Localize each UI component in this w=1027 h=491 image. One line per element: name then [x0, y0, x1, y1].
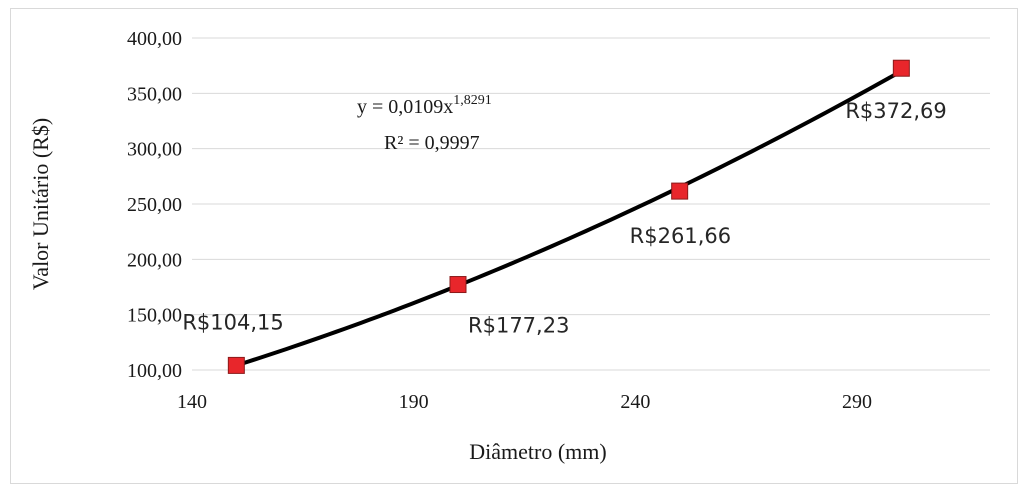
- r-squared: R² = 0,9997: [384, 132, 480, 154]
- y-axis-title: Valor Unitário (R$): [28, 118, 53, 290]
- x-axis-title: Diâmetro (mm): [469, 439, 606, 464]
- y-tick-labels: 100,00 150,00 200,00 250,00 300,00 350,00 400,…: [127, 28, 182, 382]
- points-layer: [227, 59, 910, 374]
- grid-layer: [192, 37, 990, 371]
- y-tick-label: 250,00: [127, 194, 182, 216]
- x-tick-labels: 140 190 240 290: [177, 391, 872, 413]
- data-point-3: [892, 59, 910, 77]
- data-label-1: R$177,23: [468, 314, 569, 338]
- data-point-1: [449, 276, 467, 294]
- data-point-0: [227, 356, 245, 374]
- data-label-0: R$104,15: [182, 310, 283, 334]
- y-tick-label: 350,00: [127, 83, 182, 105]
- trendline-equation: y = 0,0109x1,8291: [357, 93, 492, 118]
- x-tick-label: 190: [399, 391, 429, 413]
- equation-base: y = 0,0109x: [357, 96, 453, 118]
- trendline: [235, 69, 903, 368]
- data-labels-layer: R$104,15 R$177,23 R$261,66 R$372,69: [182, 99, 946, 337]
- x-tick-label: 240: [620, 391, 650, 413]
- equation-exponent: 1,8291: [453, 93, 492, 108]
- y-tick-label: 150,00: [127, 305, 182, 327]
- y-tick-label: 200,00: [127, 249, 182, 271]
- data-label-3: R$372,69: [845, 99, 946, 123]
- x-tick-label: 290: [842, 391, 872, 413]
- data-label-2: R$261,66: [630, 224, 731, 248]
- y-tick-label: 400,00: [127, 28, 182, 50]
- trendline-layer: [235, 69, 903, 368]
- y-tick-label: 100,00: [127, 360, 182, 382]
- chart-frame: [10, 8, 1018, 484]
- y-tick-label: 300,00: [127, 139, 182, 161]
- data-point-2: [671, 182, 689, 200]
- x-tick-label: 140: [177, 391, 207, 413]
